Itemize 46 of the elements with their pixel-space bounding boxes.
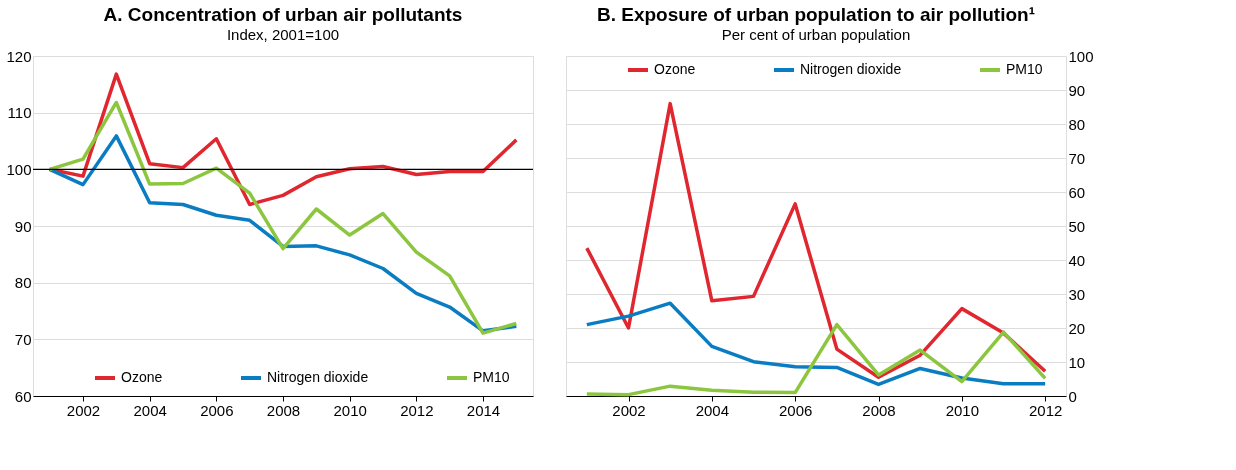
y-tick-label: 60: [14, 387, 32, 405]
y2-tick-label: 50: [1068, 217, 1086, 235]
x-tick-label: 2002: [612, 401, 646, 419]
chart-subtitle: Index, 2001=100: [226, 26, 340, 43]
x-tick-label: 2012: [400, 401, 434, 419]
x-tick-label: 2012: [1028, 401, 1063, 419]
x-tick-label: 2010: [945, 401, 980, 419]
y2-tick-label: 100: [1068, 47, 1094, 65]
y2-tick-label: 60: [1068, 183, 1086, 201]
line-series: [47, 100, 519, 335]
chart-title: B. Exposure of urban population to air pollution¹: [596, 4, 1036, 25]
y-tick-label: 70: [14, 330, 32, 348]
x-tick-label: 2006: [200, 401, 234, 419]
line-series: [585, 322, 1047, 397]
x-tick-label: 2008: [862, 401, 896, 419]
legend-label: Ozone: [654, 61, 696, 77]
legend-label: Ozone: [121, 369, 163, 385]
y-tick-label: 80: [14, 274, 32, 292]
x-tick-label: 2010: [333, 401, 367, 419]
y2-tick-label: 30: [1068, 285, 1086, 303]
y2-tick-label: 90: [1068, 81, 1086, 99]
legend-label: Nitrogen dioxide: [800, 61, 902, 77]
x-tick-label: 2008: [266, 401, 301, 419]
y-tick-label: 120: [6, 47, 32, 65]
x-tick-label: 2002: [66, 401, 101, 419]
line-series: [585, 301, 1047, 387]
x-tick-label: 2014: [466, 401, 501, 419]
y2-tick-label: 70: [1068, 149, 1086, 167]
y-tick-label: 90: [14, 217, 32, 235]
chart-subtitle: Per cent of urban population: [721, 26, 911, 43]
x-tick-label: 2004: [695, 401, 730, 419]
line-series: [585, 101, 1047, 380]
y2-tick-label: 80: [1068, 115, 1086, 133]
legend-label: PM10: [1006, 61, 1043, 77]
legend-label: Nitrogen dioxide: [267, 369, 369, 385]
x-tick-label: 2004: [133, 401, 167, 419]
y2-tick-label: 0: [1068, 387, 1077, 405]
y2-tick-label: 10: [1068, 353, 1086, 371]
y2-tick-label: 20: [1068, 319, 1086, 337]
y2-tick-label: 40: [1068, 251, 1086, 269]
y-tick-label: 100: [6, 160, 32, 178]
chart-title: A. Concentration of urban air pollutants: [103, 4, 463, 25]
x-tick-label: 2006: [778, 401, 813, 419]
legend-label: PM10: [473, 369, 510, 385]
line-series: [47, 134, 519, 333]
y-tick-label: 110: [7, 104, 32, 122]
